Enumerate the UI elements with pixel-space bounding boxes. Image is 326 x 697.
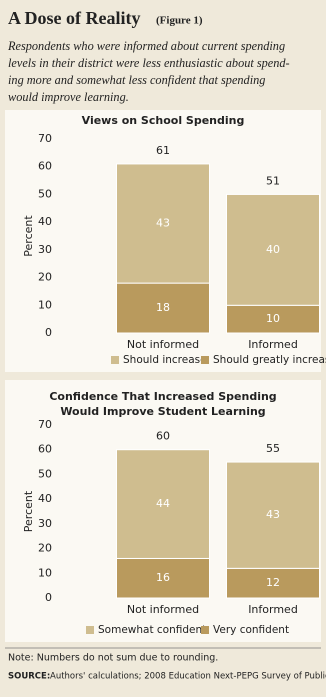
legend-label: Very confident	[213, 624, 289, 636]
bar-segment	[116, 449, 210, 559]
source-label: SOURCE:	[8, 672, 50, 682]
x-tick-label: Informed	[248, 603, 298, 616]
legend-label: Somewhat confident	[98, 624, 206, 636]
y-tick-label: 10	[38, 566, 52, 579]
bar-segment	[116, 282, 210, 334]
description-line: ing more and somewhat less confident tha…	[8, 73, 265, 87]
description-line: levels in their district were less enthu…	[8, 56, 290, 70]
note: Note: Numbers do not sum due to rounding…	[8, 653, 218, 664]
value-label: 44	[156, 497, 170, 510]
value-label: 16	[156, 571, 170, 584]
y-tick-label: 50	[38, 467, 52, 480]
y-axis-label: Percent	[22, 215, 35, 257]
y-tick-label: 0	[45, 326, 52, 339]
bar-segment	[226, 567, 320, 599]
y-tick-label: 60	[38, 443, 52, 456]
y-tick-label: 20	[38, 271, 52, 284]
total-label: 51	[266, 174, 280, 187]
value-label: 40	[266, 243, 280, 256]
total-label: 55	[266, 442, 280, 455]
chart-title: Confidence That Increased Spending	[49, 390, 276, 403]
y-tick-label: 70	[38, 418, 52, 431]
y-tick-label: 30	[38, 243, 52, 256]
legend-label: Should greatly increase	[213, 354, 326, 366]
y-tick-label: 20	[38, 542, 52, 555]
y-tick-label: 40	[38, 492, 52, 505]
legend-swatch	[201, 356, 209, 364]
y-tick-label: 70	[38, 132, 52, 145]
chart-title: Views on School Spending	[82, 114, 245, 127]
description-line: Respondents who were informed about curr…	[7, 39, 285, 53]
y-tick-label: 60	[38, 160, 52, 173]
legend-swatch	[111, 356, 119, 364]
x-tick-label: Not informed	[127, 338, 199, 351]
y-tick-label: 30	[38, 517, 52, 530]
bar-segment	[226, 461, 320, 569]
value-label: 12	[266, 576, 280, 589]
bar-segment	[226, 193, 320, 306]
value-label: 18	[156, 301, 170, 314]
figure-title: A Dose of Reality	[8, 8, 140, 28]
y-tick-label: 50	[38, 187, 52, 200]
bar-segment	[116, 557, 210, 599]
figure-label: (Figure 1)	[156, 15, 203, 27]
bar-segment	[116, 163, 210, 284]
value-label: 43	[266, 508, 280, 521]
x-tick-label: Not informed	[127, 603, 199, 616]
legend-swatch	[86, 626, 94, 634]
total-label: 60	[156, 430, 170, 443]
x-tick-label: Informed	[248, 338, 298, 351]
total-label: 61	[156, 144, 170, 157]
y-tick-label: 0	[45, 591, 52, 604]
chart-title: Would Improve Student Learning	[60, 405, 265, 418]
bar-segment	[226, 304, 320, 334]
legend-label: Should increase	[123, 354, 207, 366]
y-tick-label: 40	[38, 215, 52, 228]
source: Authors' calculations; 2008 Education Ne…	[50, 672, 326, 682]
legend-swatch	[201, 626, 209, 634]
y-axis-label: Percent	[22, 490, 35, 532]
value-label: 10	[266, 312, 280, 325]
value-label: 43	[156, 217, 170, 230]
y-tick-label: 10	[38, 298, 52, 311]
description-line: would improve learning.	[8, 90, 129, 104]
